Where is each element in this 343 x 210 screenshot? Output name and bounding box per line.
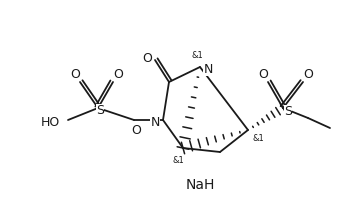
- Text: S: S: [96, 104, 104, 117]
- Text: &1: &1: [252, 134, 264, 143]
- Text: N: N: [150, 116, 160, 129]
- Text: O: O: [303, 67, 313, 80]
- Text: HO: HO: [41, 116, 60, 129]
- Text: O: O: [113, 67, 123, 80]
- Text: O: O: [142, 51, 152, 64]
- Text: O: O: [258, 67, 268, 80]
- Text: &1: &1: [191, 50, 203, 59]
- Text: N: N: [203, 63, 213, 76]
- Text: S: S: [284, 105, 292, 118]
- Text: &1: &1: [172, 155, 184, 164]
- Text: O: O: [131, 123, 141, 136]
- Text: NaH: NaH: [185, 178, 215, 192]
- Text: O: O: [70, 67, 80, 80]
